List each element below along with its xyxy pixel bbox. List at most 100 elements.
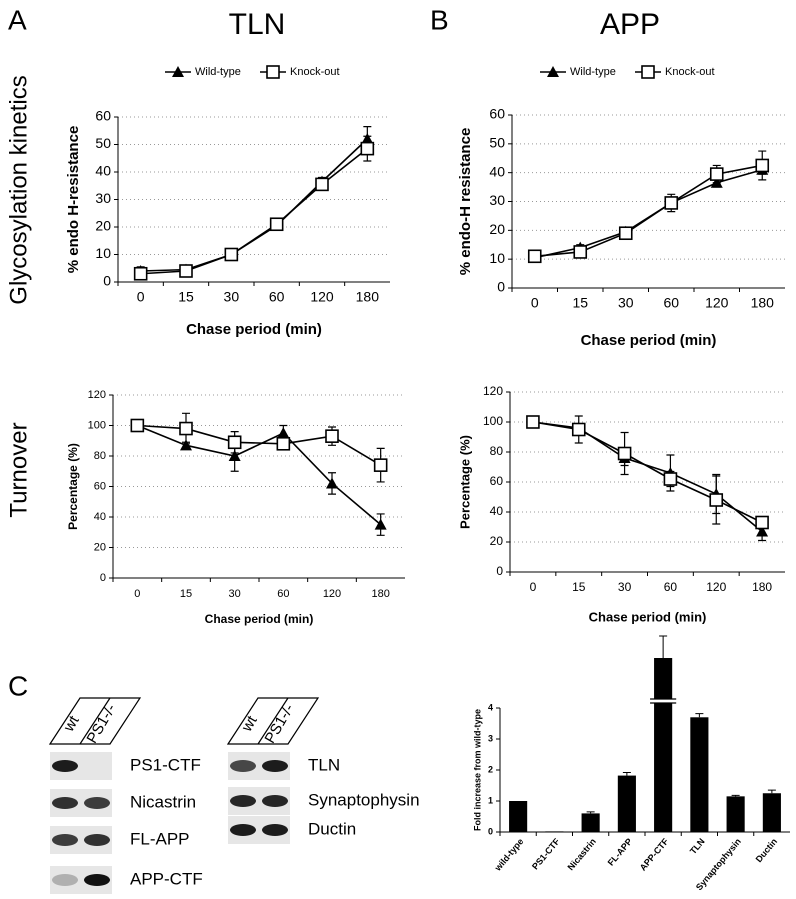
- x-tick-label: 180: [371, 588, 389, 600]
- x-tick-label: 180: [356, 289, 380, 305]
- error-bar: [695, 713, 704, 718]
- series-line: [534, 164, 763, 258]
- lane-label: wt: [60, 712, 83, 735]
- blot-band: [230, 760, 256, 772]
- panel-label: C: [8, 670, 28, 701]
- series-line: [534, 169, 763, 259]
- x-tick-label: 30: [618, 580, 632, 594]
- marker-square: [573, 245, 588, 259]
- y-tick-label: 100: [483, 414, 503, 428]
- x-tick-label: 15: [572, 295, 588, 311]
- x-tick-label: TLN: [688, 836, 707, 856]
- y-tick-label: 40: [489, 163, 505, 179]
- lane-header: [226, 697, 320, 745]
- marker-square: [526, 415, 540, 429]
- lane-label: PS1-/-: [262, 701, 298, 746]
- blot-band: [52, 834, 78, 846]
- lane-label: PS1-/-: [84, 701, 120, 746]
- legend-marker: [641, 65, 655, 79]
- y-tick-label: 10: [95, 245, 111, 261]
- marker-square: [130, 418, 145, 433]
- y-tick-label: 60: [490, 474, 504, 488]
- marker-square: [179, 264, 193, 278]
- marker-triangle: [756, 525, 769, 537]
- value-label: 44: [658, 684, 670, 695]
- x-tick-label: Ductin: [754, 836, 780, 864]
- bar: [617, 775, 636, 832]
- series-line: [137, 424, 382, 526]
- blot-label: Nicastrin: [130, 792, 196, 811]
- panel-label: A: [8, 4, 27, 35]
- y-tick-label: 100: [88, 419, 106, 431]
- y-tick-label: 1: [488, 795, 493, 805]
- y-tick-label: 80: [490, 444, 504, 458]
- x-tick-label: 60: [277, 588, 289, 600]
- y-tick-label: 30: [489, 192, 505, 208]
- blot-label: Synaptophysin: [308, 790, 420, 809]
- blot-label: TLN: [308, 755, 340, 774]
- x-tick-label: 30: [224, 289, 240, 305]
- y-tick-label: 4: [488, 702, 493, 712]
- blot-band: [262, 795, 288, 807]
- x-tick-label: PS1-CTF: [530, 836, 562, 872]
- marker-square: [709, 493, 724, 507]
- blot-label: FL-APP: [130, 829, 190, 848]
- x-tick-label: 15: [178, 289, 194, 305]
- x-tick-label: APP-CTF: [638, 836, 671, 873]
- marker-triangle: [326, 477, 338, 489]
- blot-band: [84, 797, 110, 809]
- y-axis-label: Fold increase from wild-type: [472, 709, 482, 831]
- y-tick-label: 50: [489, 135, 505, 151]
- marker-square: [269, 217, 284, 232]
- error-bar: [767, 789, 776, 794]
- y-tick-label: 20: [95, 218, 111, 234]
- y-tick-label: 60: [94, 480, 106, 492]
- x-tick-label: 30: [229, 588, 241, 600]
- x-tick-label: 0: [530, 580, 537, 594]
- marker-square: [571, 422, 586, 437]
- column-title: APP: [600, 8, 660, 41]
- y-tick-label: 0: [100, 572, 106, 584]
- x-tick-label: 30: [618, 295, 634, 311]
- blot-label: APP-CTF: [130, 869, 203, 888]
- blot-band: [84, 834, 110, 846]
- marker-square: [617, 446, 632, 461]
- blot-band: [52, 760, 78, 772]
- legend-label: Knock-out: [665, 66, 715, 78]
- blot-band: [230, 824, 256, 836]
- y-tick-label: 20: [94, 541, 106, 553]
- legend-label: Wild-type: [195, 66, 241, 78]
- error-bar: [586, 811, 595, 814]
- blot-label: Ductin: [308, 819, 356, 838]
- blot-band: [262, 760, 288, 772]
- y-tick-label: 20: [490, 534, 504, 548]
- y-tick-label: 0: [488, 826, 493, 836]
- series-line: [532, 421, 763, 533]
- blot-band: [84, 874, 110, 886]
- blot-band: [52, 797, 78, 809]
- marker-square: [179, 421, 193, 436]
- marker-square: [227, 435, 242, 450]
- x-tick-label: 0: [531, 295, 539, 311]
- bar: [545, 831, 564, 832]
- bar: [581, 813, 600, 832]
- marker-square: [315, 177, 329, 192]
- marker-triangle: [180, 439, 192, 451]
- x-tick-label: 60: [663, 295, 679, 311]
- bar: [509, 801, 528, 832]
- bar: [690, 717, 709, 832]
- x-tick-label: 120: [310, 289, 334, 305]
- error-bar: [731, 794, 740, 797]
- marker-triangle: [228, 450, 241, 461]
- x-tick-label: 0: [137, 289, 145, 305]
- y-tick-label: 2: [488, 764, 493, 774]
- y-tick-label: 40: [95, 163, 111, 179]
- x-tick-label: 180: [752, 580, 772, 594]
- marker-triangle: [277, 427, 290, 439]
- axis-break-line: [650, 698, 677, 704]
- blot-band: [230, 795, 256, 807]
- legend-marker: [547, 66, 559, 77]
- lane-header: [48, 697, 142, 745]
- y-tick-label: 0: [497, 279, 505, 295]
